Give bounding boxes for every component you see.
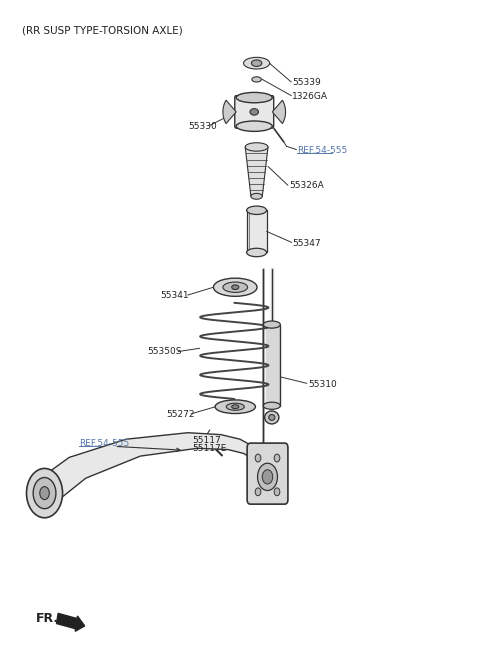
Text: 55272: 55272 <box>167 410 195 419</box>
Ellipse shape <box>264 411 279 424</box>
Ellipse shape <box>236 121 272 132</box>
Circle shape <box>255 454 261 462</box>
Circle shape <box>40 487 49 500</box>
Ellipse shape <box>251 193 262 199</box>
Circle shape <box>33 477 56 509</box>
Text: 1326GA: 1326GA <box>292 92 328 101</box>
Ellipse shape <box>226 403 244 410</box>
Ellipse shape <box>236 92 272 103</box>
Circle shape <box>274 488 280 496</box>
Ellipse shape <box>215 400 255 413</box>
Ellipse shape <box>252 77 261 82</box>
Circle shape <box>258 463 277 491</box>
Ellipse shape <box>263 402 280 409</box>
Circle shape <box>26 468 62 518</box>
Text: 55347: 55347 <box>293 238 321 248</box>
Text: 55117E: 55117E <box>192 445 227 453</box>
Ellipse shape <box>245 143 268 151</box>
Ellipse shape <box>250 109 259 115</box>
Text: REF.54-555: REF.54-555 <box>79 439 129 447</box>
Text: 55310: 55310 <box>308 379 336 388</box>
Ellipse shape <box>232 405 239 409</box>
Ellipse shape <box>214 278 257 296</box>
Ellipse shape <box>252 60 262 66</box>
Wedge shape <box>272 100 286 124</box>
Ellipse shape <box>247 206 266 214</box>
Ellipse shape <box>269 415 275 421</box>
Circle shape <box>274 454 280 462</box>
Text: (RR SUSP TYPE-TORSION AXLE): (RR SUSP TYPE-TORSION AXLE) <box>22 26 182 36</box>
Text: 55339: 55339 <box>292 78 321 87</box>
Text: FR.: FR. <box>36 612 59 625</box>
Circle shape <box>262 470 273 484</box>
Text: 55330: 55330 <box>188 122 216 130</box>
Ellipse shape <box>243 58 270 69</box>
Wedge shape <box>223 100 236 124</box>
Text: 55350S: 55350S <box>147 347 182 356</box>
FancyArrow shape <box>57 613 84 631</box>
Text: 55341: 55341 <box>160 291 189 300</box>
Circle shape <box>255 488 261 496</box>
Ellipse shape <box>247 248 266 257</box>
Polygon shape <box>245 147 268 196</box>
Text: REF.54-555: REF.54-555 <box>297 145 347 155</box>
Ellipse shape <box>232 285 239 290</box>
Text: 55117: 55117 <box>192 436 221 445</box>
Polygon shape <box>35 433 252 503</box>
FancyBboxPatch shape <box>247 443 288 504</box>
FancyBboxPatch shape <box>235 96 274 128</box>
Ellipse shape <box>223 282 248 292</box>
Text: 55326A: 55326A <box>289 181 324 191</box>
Ellipse shape <box>263 321 280 328</box>
FancyBboxPatch shape <box>247 210 266 252</box>
FancyBboxPatch shape <box>263 325 280 405</box>
